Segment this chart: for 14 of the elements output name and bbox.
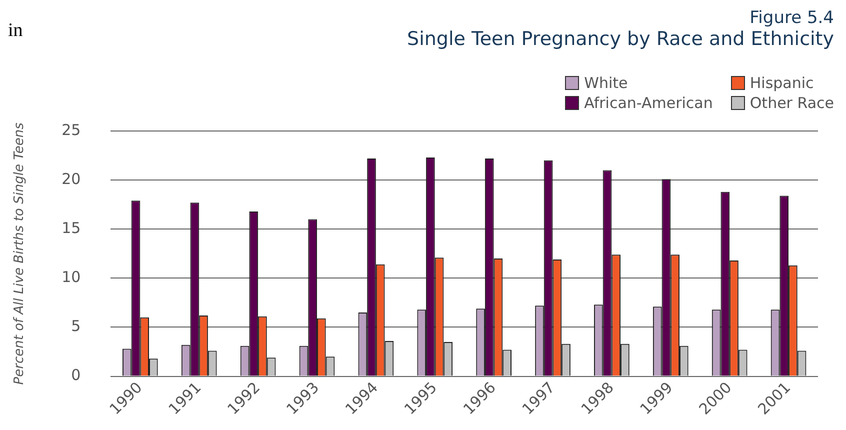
y-axis-title: Percent of All Live Births to Single Teens — [12, 122, 28, 385]
y-tick-label: 10 — [62, 268, 81, 286]
y-tick-label: 15 — [62, 219, 81, 237]
y-tick-label: 0 — [71, 366, 81, 384]
legend-label: Hispanic — [750, 74, 814, 92]
legend-label: White — [584, 74, 628, 92]
y-tick-label: 5 — [71, 317, 81, 336]
chart-title: Single Teen Pregnancy by Race and Ethnicity — [407, 28, 834, 50]
chart-subtitle: Figure 5.4 — [748, 8, 834, 28]
y-tick-label: 20 — [62, 170, 81, 188]
y-tick-label: 25 — [62, 120, 81, 139]
legend-label: Other Race — [750, 94, 834, 112]
legend-label: African-American — [584, 94, 713, 112]
text: in — [8, 20, 23, 42]
